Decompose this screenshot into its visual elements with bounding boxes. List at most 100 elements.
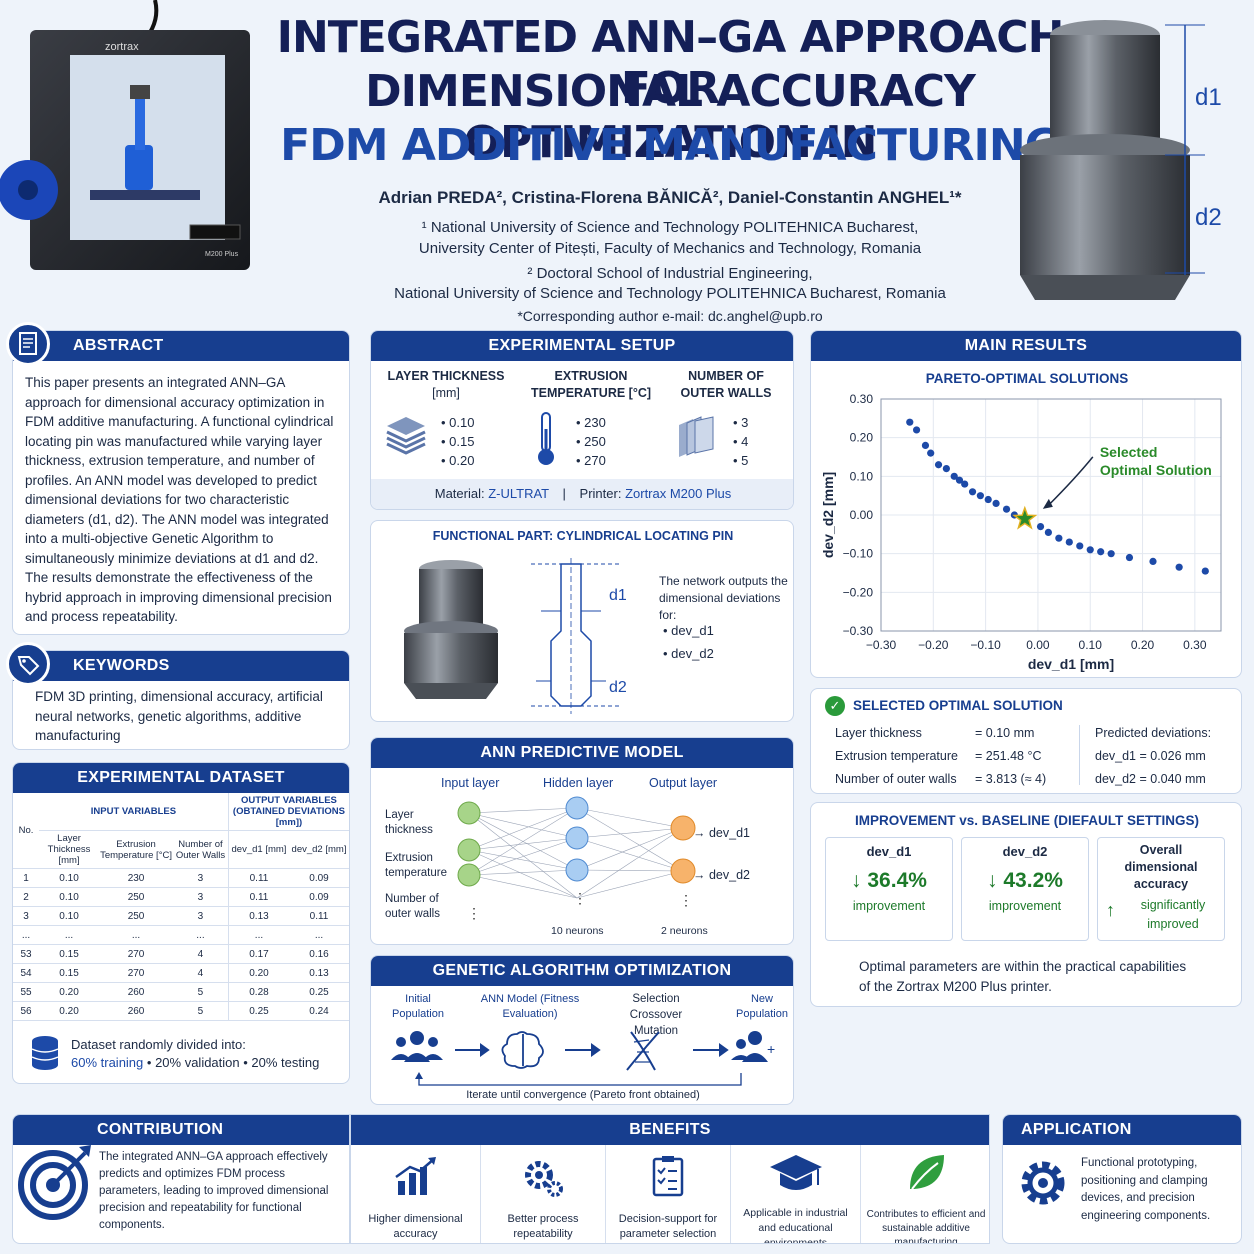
table-cell: 3 [172, 868, 229, 888]
ann-output-1: → dev_d1 [693, 826, 750, 840]
nw-values: 3 4 5 [733, 413, 748, 470]
ann-input-2: Extrusion temperature [385, 852, 448, 879]
data-point [927, 449, 935, 457]
table-cell: 260 [99, 1001, 173, 1021]
data-point [1201, 567, 1209, 575]
affiliation-2-line-1: ² Doctoral School of Industrial Engineer… [527, 265, 813, 282]
param-value: = 0.10 mm [975, 726, 1035, 740]
x-tick-label: 0.30 [1183, 638, 1207, 652]
affiliation-2-line-2: National University of Science and Techn… [394, 285, 946, 302]
lt-value: 0.10 [441, 413, 474, 432]
table-cell: 0.10 [39, 868, 100, 888]
lt-title: LAYER THICKNESS [mm] [381, 369, 511, 400]
material-value: Z-ULTRAT [488, 486, 549, 501]
table-cell: 3 [172, 906, 229, 926]
col-dev-d2: dev_d2 [mm] [289, 830, 349, 869]
data-point [921, 441, 930, 449]
ann-panel: ANN PREDICTIVE MODEL Input layer Hidden … [370, 737, 794, 945]
annotation-arrow [1048, 456, 1094, 506]
annotation-arrowhead [1042, 498, 1053, 509]
table-row: 2 0.10 250 3 0.11 0.09 [13, 887, 349, 907]
param-name: Extrusion temperature [835, 749, 958, 763]
dataset-header: EXPERIMENTAL DATASET [13, 763, 349, 793]
table-cell: 0.10 [39, 887, 100, 907]
svg-text:d1: d1 [609, 587, 627, 604]
svg-text:⋮: ⋮ [467, 905, 481, 921]
y-tick-label: 0.30 [850, 392, 874, 406]
param-name: Layer thickness [835, 726, 922, 740]
chart-title: PARETO-OPTIMAL SOLUTIONS [925, 371, 1129, 386]
new-population-icon: + [731, 1031, 775, 1062]
selected-param-names: Layer thickness Extrusion temperature Nu… [835, 722, 958, 791]
split-test: • 20% testing [243, 1055, 320, 1070]
table-cell: 0.28 [227, 982, 290, 1002]
data-point [961, 480, 969, 488]
benefits-list: Higher dimensional accuracy Better proce… [351, 1145, 989, 1243]
pred-value: dev_d1 = 0.026 mm [1095, 749, 1206, 763]
functional-part-outputs: dev_d1 dev_d2 [663, 619, 714, 665]
card-title: dev_d2 [1002, 844, 1048, 859]
header-pin-image: d1 d2 [1010, 5, 1250, 310]
table-cell: ... [13, 925, 39, 945]
benefit-label: Higher dimensional accuracy [368, 1213, 463, 1240]
check-icon: ✓ [825, 696, 845, 716]
database-icon [29, 1035, 61, 1071]
benefit-label: Decision-support for parameter selection [618, 1213, 718, 1240]
et-title-1: EXTRUSION [554, 369, 628, 383]
data-point [1002, 505, 1011, 513]
table-cell: 250 [99, 887, 173, 907]
benefits-header: BENEFITS [351, 1115, 989, 1145]
x-tick-label: −0.10 [970, 638, 1001, 652]
improvement-header: IMPROVEMENT vs. BASELINE (DIEFAULT SETTI… [854, 813, 1200, 828]
population-icon [391, 1031, 443, 1062]
ga-header: GENETIC ALGORITHM OPTIMIZATION [371, 956, 793, 986]
benefit-item: Contributes to efficient and sustainable… [861, 1145, 989, 1243]
card-value: ↓ 36.4% [851, 869, 927, 892]
y-tick-label: −0.10 [843, 547, 874, 561]
dataset-panel: EXPERIMENTAL DATASET No. INPUT VARIABLES… [12, 762, 350, 1084]
selected-param-values: = 0.10 mm = 251.48 °C = 3.813 (≈ 4) [975, 722, 1046, 791]
table-cell: 270 [99, 963, 173, 983]
data-point [1149, 557, 1157, 565]
ga-loop-arrow [415, 1072, 742, 1086]
brain-icon [501, 1031, 544, 1069]
card-value: ↓ 43.2% [987, 869, 1063, 892]
data-point [1055, 534, 1063, 542]
ann-header: ANN PREDICTIVE MODEL [371, 738, 793, 768]
svg-text:zortrax: zortrax [105, 41, 139, 53]
application-header: APPLICATION [1003, 1115, 1241, 1145]
table-cell: 250 [99, 906, 173, 926]
printer-label: Printer: [579, 486, 622, 501]
svg-text:⋮: ⋮ [679, 892, 693, 908]
table-cell: 270 [99, 944, 173, 964]
selected-solution-star [1012, 505, 1038, 530]
affiliation-1-line-2: University Center of Pitești, Faculty of… [418, 240, 922, 257]
table-row: 55 0.20 260 5 0.28 0.25 [13, 982, 349, 1002]
material-label: Material: [434, 486, 485, 501]
x-tick-label: −0.30 [866, 638, 897, 652]
title-line-1: INTEGRATED ANN–GA APPROACH FOR [276, 12, 1065, 114]
pred-title: Predicted deviations: [1095, 726, 1212, 740]
y-tick-label: 0.00 [850, 508, 874, 522]
table-row: 56 0.20 260 5 0.25 0.24 [13, 1001, 349, 1021]
col-outer-walls: Number of Outer Walls [172, 830, 229, 869]
svg-text:d1: d1 [1195, 84, 1222, 111]
table-row: 54 0.15 270 4 0.20 0.13 [13, 963, 349, 983]
contribution-text: The integrated ANN–GA approach effective… [99, 1151, 329, 1231]
lt-values: 0.10 0.15 0.20 [441, 413, 474, 470]
selected-solution-panel: ✓ SELECTED OPTIMAL SOLUTION Layer thickn… [810, 688, 1242, 794]
table-cell: 0.13 [227, 906, 290, 926]
lt-value: 0.20 [441, 451, 474, 470]
title-line-2: DIMENSIONAL ACCURACY OPTIMIZATION IN [365, 66, 976, 168]
table-cell: 0.20 [227, 963, 290, 983]
benefit-item: Better process repeatability [481, 1145, 606, 1243]
y-axis-label: dev_d2 [mm] [820, 472, 836, 558]
table-row: 53 0.15 270 4 0.17 0.16 [13, 944, 349, 964]
ga-flow-diagram: + [391, 1031, 775, 1071]
param-name: Number of outer walls [835, 772, 957, 786]
ga-step-3: Selection Crossover Mutation [611, 991, 701, 1039]
table-cell: ... [99, 925, 173, 945]
split-val: • 20% validation [146, 1055, 240, 1070]
nw-value: 4 [733, 432, 748, 451]
printer-value: Zortrax M200 Plus [625, 486, 732, 501]
